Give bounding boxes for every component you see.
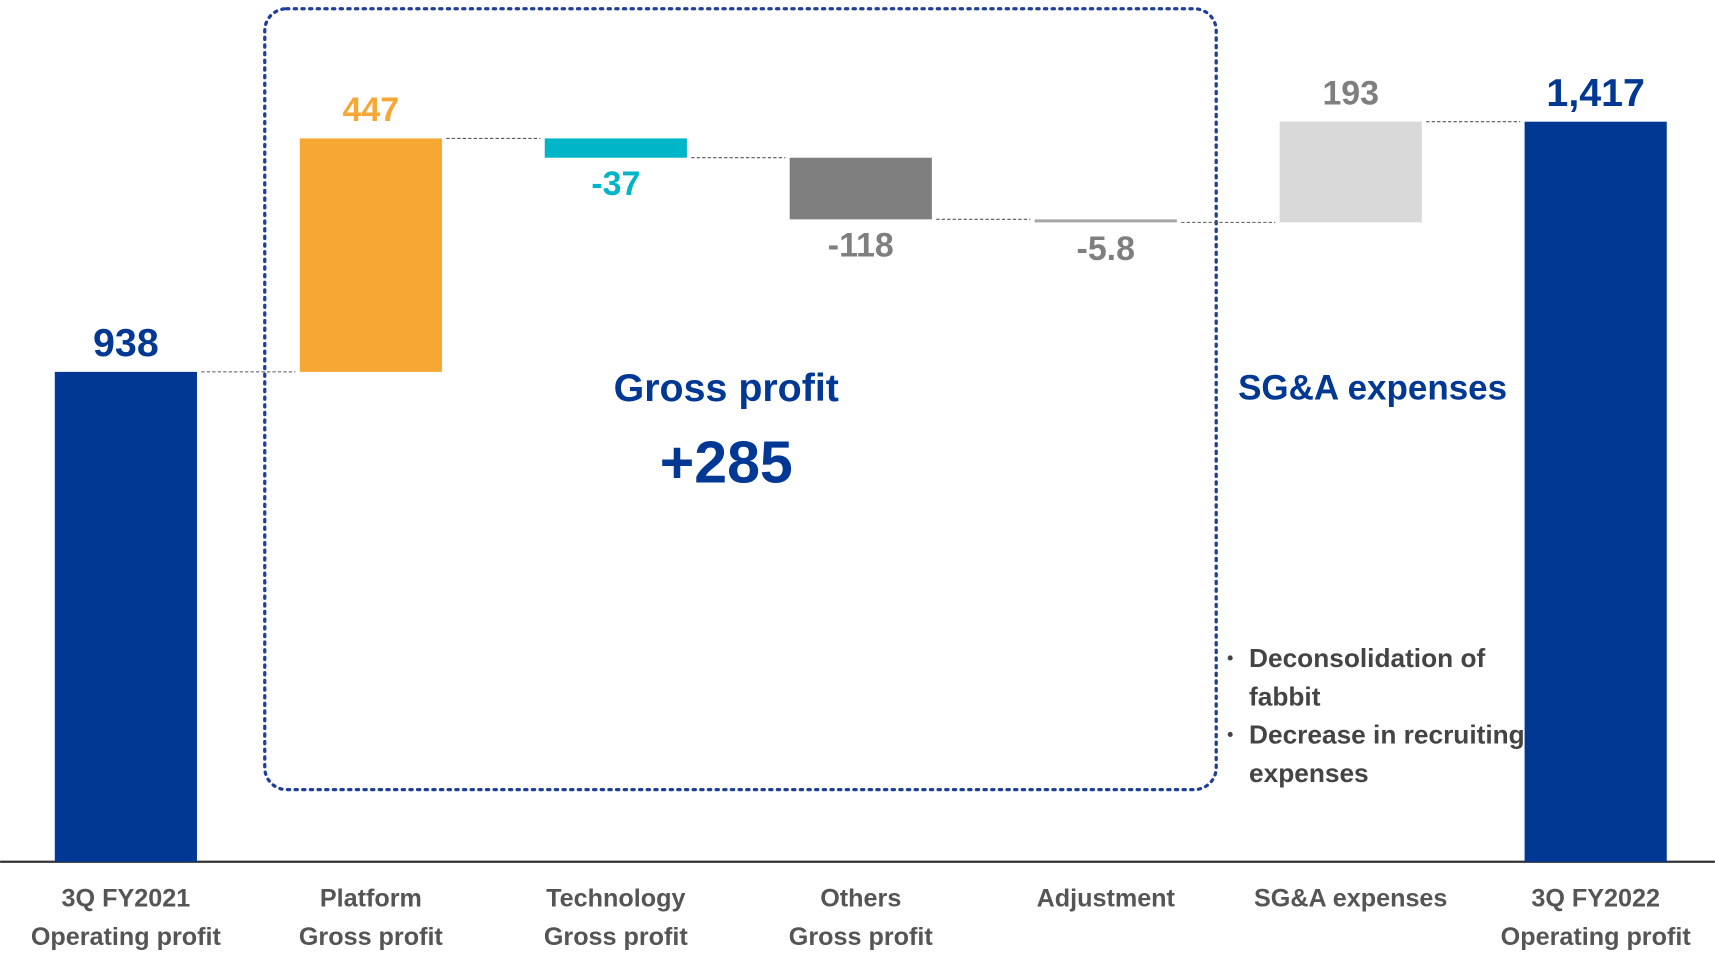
- notes: Deconsolidation of fabbit Decrease in re…: [1225, 640, 1553, 793]
- value-label: 447: [343, 91, 400, 129]
- bar: [1279, 121, 1422, 223]
- value-label: -37: [591, 165, 640, 203]
- annotation: +285: [660, 430, 793, 496]
- bar: [1034, 219, 1177, 223]
- gross-profit-box: [263, 7, 1218, 792]
- value-label: -5.8: [1077, 230, 1135, 268]
- bar: [54, 371, 197, 862]
- value-label: -118: [828, 227, 894, 265]
- x-tick-label: 3Q FY2021 Operating profit: [30, 883, 221, 951]
- x-tick-label: Platform Gross profit: [298, 883, 443, 951]
- x-label-box: Platform Gross profit: [298, 883, 443, 951]
- x-label-box: 3Q FY2021 Operating profit: [30, 883, 221, 951]
- bar: [789, 157, 932, 220]
- x-tick-label: Adjustment: [1036, 883, 1175, 913]
- x-tick-label: Others Gross profit: [788, 883, 933, 951]
- x-label-box: SG&A expenses: [1254, 883, 1448, 913]
- bar: [1524, 121, 1667, 862]
- x-tick-label: SG&A expenses: [1254, 883, 1448, 913]
- value-label: 1,417: [1546, 71, 1645, 115]
- note: Decrease in recruiting expenses: [1227, 716, 1553, 793]
- x-label-box: Adjustment: [1036, 883, 1175, 913]
- bar: [544, 138, 687, 158]
- annotation: SG&A expenses: [1238, 369, 1507, 408]
- x-label-box: Technology Gross profit: [543, 883, 688, 951]
- value-label: 193: [1322, 74, 1379, 112]
- x-tick-label: Technology Gross profit: [543, 883, 688, 951]
- annotation: Gross profit: [614, 366, 839, 410]
- note: Deconsolidation of fabbit: [1227, 640, 1553, 717]
- bar: [299, 138, 442, 372]
- x-label-box: 3Q FY2022 Operating profit: [1500, 883, 1691, 951]
- notes-box: Deconsolidation of fabbit Decrease in re…: [1225, 640, 1553, 804]
- value-label: 938: [93, 321, 159, 365]
- x-tick-label: 3Q FY2022 Operating profit: [1500, 883, 1691, 951]
- x-label-box: Others Gross profit: [788, 883, 933, 951]
